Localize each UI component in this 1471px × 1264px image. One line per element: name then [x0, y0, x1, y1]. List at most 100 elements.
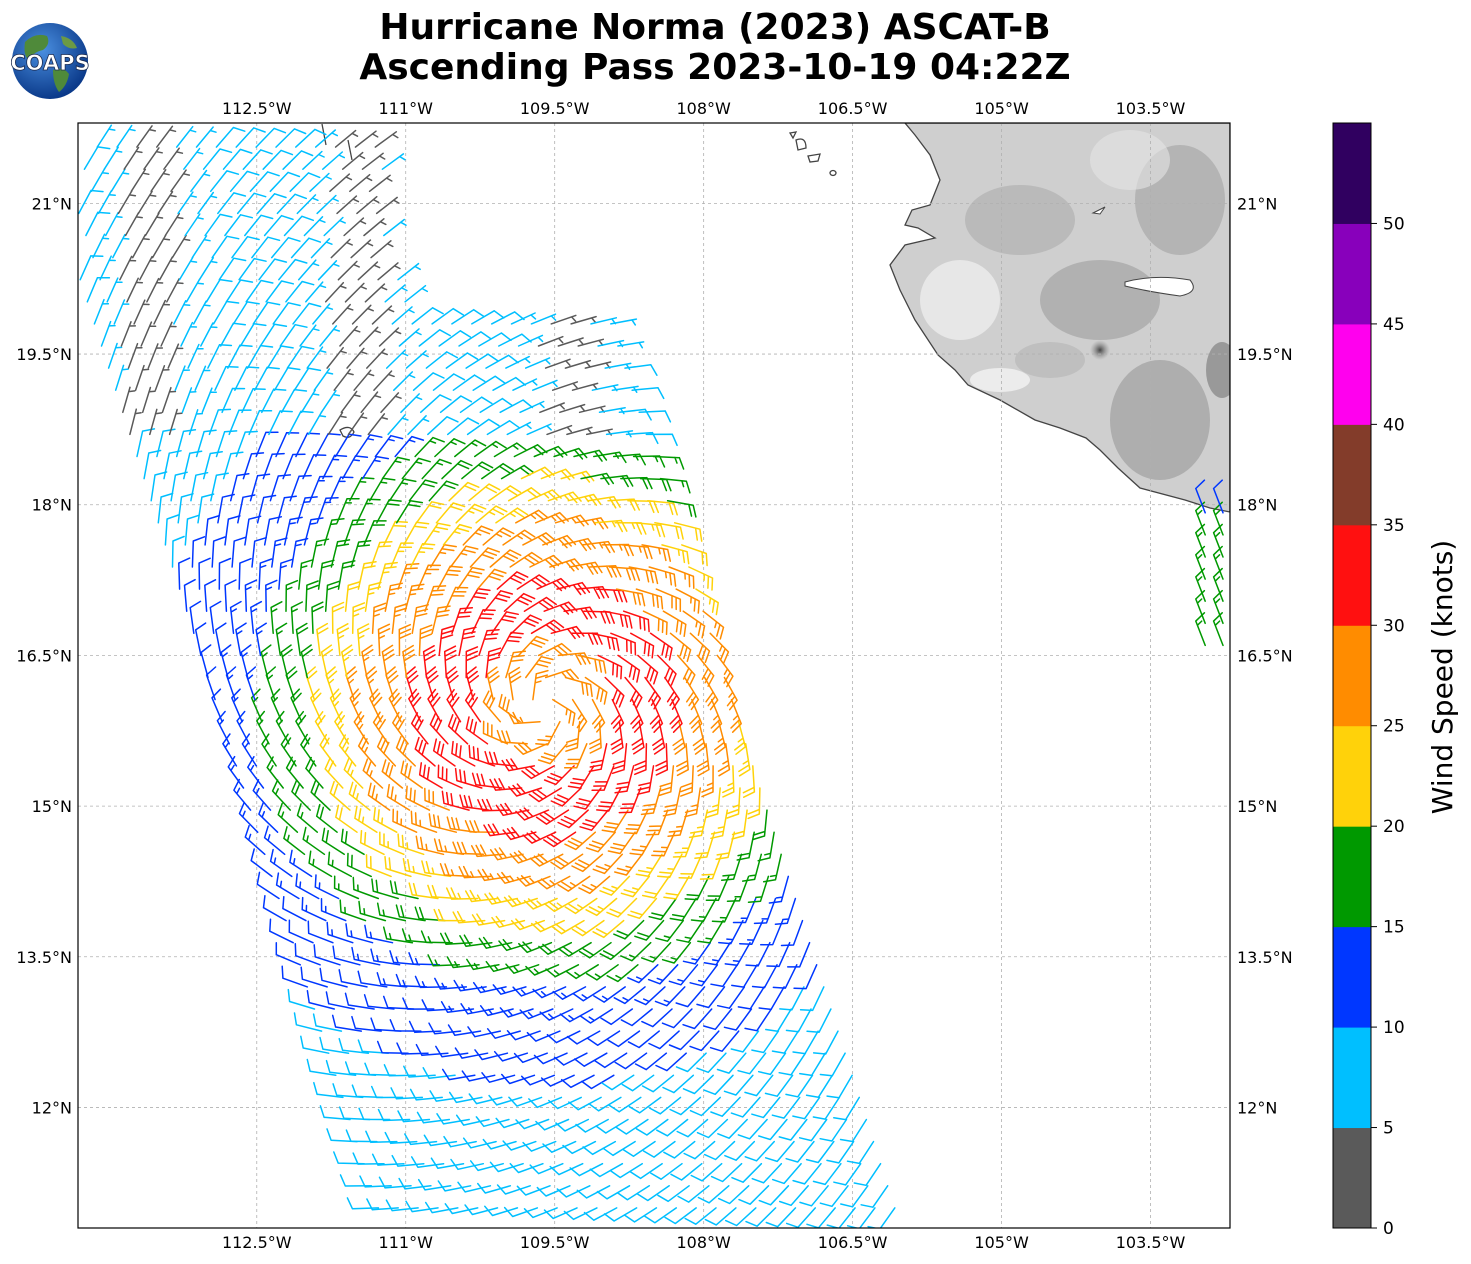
wind-barb	[253, 366, 280, 391]
wind-barb	[275, 941, 302, 966]
wind-barb	[216, 710, 231, 745]
wind-barb	[757, 1052, 787, 1076]
wind-barb	[642, 1140, 676, 1158]
wind-barb	[495, 507, 529, 524]
wind-barb	[515, 807, 550, 821]
wind-barb	[398, 1177, 432, 1190]
wind-barb	[104, 211, 123, 237]
wind-barb	[129, 408, 142, 436]
wind-barb	[799, 986, 825, 1012]
wind-barb	[183, 147, 204, 170]
wind-barb	[846, 1140, 875, 1165]
wind-barb	[812, 1096, 841, 1120]
colorbar-tick-label: 45	[1383, 315, 1405, 335]
wind-barb	[175, 429, 197, 458]
wind-barb	[491, 915, 526, 928]
colorbar-segment	[1333, 123, 1371, 224]
wind-barb	[211, 536, 226, 568]
wind-barb	[456, 566, 485, 590]
wind-barb	[265, 579, 278, 612]
wind-barb	[694, 831, 716, 859]
wind-barb	[306, 989, 336, 1010]
wind-barb	[312, 1013, 343, 1032]
wind-barb	[360, 391, 382, 414]
wind-barb	[367, 413, 389, 436]
wind-barb	[252, 301, 281, 325]
wind-barb	[385, 1199, 419, 1212]
wind-barb	[630, 632, 655, 659]
wind-barb	[771, 1030, 800, 1054]
wind-barb	[435, 502, 466, 524]
wind-barb	[153, 299, 171, 325]
wind-barb	[578, 875, 611, 895]
wind-barb	[676, 743, 689, 777]
wind-barb	[378, 327, 402, 347]
wind-barb	[200, 644, 212, 679]
wind-barb	[290, 237, 322, 259]
wind-barb	[310, 780, 331, 811]
wind-barb	[713, 720, 727, 755]
wind-barb	[170, 169, 191, 193]
wind-barb	[92, 233, 110, 259]
wind-barb	[106, 277, 123, 303]
wind-barb	[373, 370, 395, 391]
wind-barb	[310, 238, 333, 259]
wind-barb	[410, 712, 429, 745]
wind-barb	[454, 1047, 489, 1059]
wind-barb	[720, 853, 743, 881]
wind-barb	[624, 364, 658, 376]
wind-barb	[439, 863, 472, 878]
wind-barb	[490, 611, 519, 635]
wind-barb	[525, 655, 554, 679]
wind-barb	[205, 666, 217, 701]
wind-barb	[352, 876, 380, 900]
wind-barb	[499, 399, 534, 414]
wind-barb	[459, 794, 490, 811]
wind-barb	[533, 445, 568, 458]
wind-barb	[293, 1012, 323, 1032]
wind-barb	[265, 280, 295, 303]
wind-barb	[462, 1137, 497, 1149]
wind-barb	[441, 459, 473, 480]
wind-barb	[709, 632, 730, 664]
wind-barb	[194, 365, 211, 391]
wind-barb	[107, 342, 123, 369]
wind-barb	[833, 1096, 861, 1121]
wind-barb	[600, 1008, 634, 1026]
wind-barb	[410, 543, 436, 568]
wind-barb	[390, 1087, 424, 1100]
wind-barb	[573, 787, 602, 810]
wind-barb	[751, 1162, 783, 1184]
wind-barb	[647, 964, 679, 985]
wind-barb	[552, 986, 587, 1000]
wind-barb	[615, 588, 646, 607]
wind-barb	[157, 190, 177, 215]
globe-icon: COAPS	[10, 23, 90, 99]
wind-barb	[238, 801, 259, 833]
wind-barb	[493, 1050, 529, 1062]
wind-barb	[357, 560, 377, 590]
wind-barb	[614, 853, 643, 876]
wind-barb	[544, 897, 578, 913]
wind-barb	[343, 757, 364, 789]
wind-barb	[191, 235, 211, 259]
wind-barb	[672, 720, 686, 755]
wind-barb	[428, 480, 459, 502]
lon-ticks-top: 112.5°W 111°W 109.5°W 108°W 106.5°W 105°W 103.…	[222, 99, 1186, 118]
wind-barb	[391, 1154, 425, 1167]
wind-barb	[217, 192, 247, 215]
wind-barb	[635, 588, 664, 610]
wind-barb	[302, 150, 325, 170]
wind-barb	[405, 1200, 439, 1213]
wind-barb	[564, 897, 598, 915]
wind-barb	[448, 1091, 483, 1104]
wind-barb	[141, 386, 156, 414]
wind-barb	[529, 554, 564, 569]
wind-barb	[224, 214, 254, 237]
wind-barb	[645, 809, 669, 836]
wind-barb	[110, 168, 130, 193]
colorbar: 0 5 10 15 20 25 30 35 40 45 50	[1332, 122, 1405, 1239]
wind-barb	[416, 1111, 451, 1124]
wind-barb	[588, 565, 622, 578]
wind-barb	[423, 1134, 458, 1147]
